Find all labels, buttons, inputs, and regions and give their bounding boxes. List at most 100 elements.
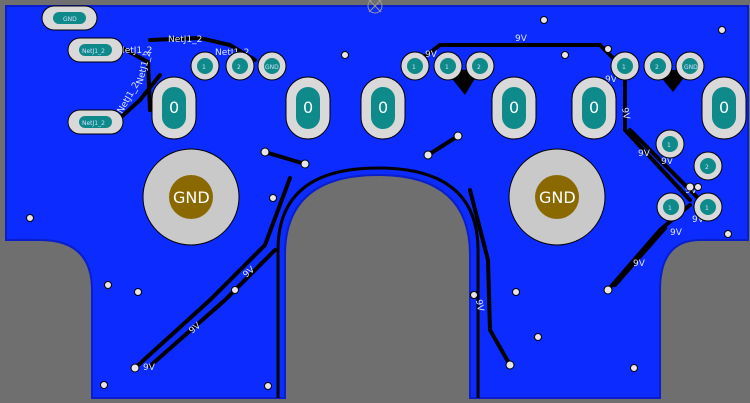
via[interactable] [264, 382, 272, 390]
via[interactable] [453, 131, 463, 141]
net-label-9v: 9V [425, 50, 438, 60]
net-label-9v: 9V [605, 75, 618, 85]
via[interactable] [100, 381, 108, 389]
pad-label: 2 [477, 64, 481, 71]
pad-label: 1 [202, 64, 206, 71]
round-pad-inner [197, 58, 213, 74]
via[interactable] [260, 147, 270, 157]
net-label-9v: 9V [692, 215, 705, 225]
pad-label: NetJ1_2 [82, 48, 105, 55]
pad-label: 2 [655, 64, 659, 71]
gnd-mount-core [535, 175, 579, 219]
via[interactable] [269, 194, 277, 202]
pad-label: NetJ1_2 [82, 120, 105, 127]
round-pad-inner [700, 158, 716, 174]
via[interactable] [505, 360, 515, 370]
via[interactable] [685, 182, 695, 192]
via[interactable] [540, 16, 548, 24]
via[interactable] [26, 214, 34, 222]
via[interactable] [718, 26, 726, 34]
round-pads-right[interactable]: 1 1 2 1 2 GND [400, 51, 705, 95]
oblong-pad-inner [296, 87, 320, 129]
via[interactable] [603, 285, 613, 295]
net-label-9v: 9V [473, 299, 485, 313]
via[interactable] [423, 150, 433, 160]
round-pad-inner [650, 58, 666, 74]
round-pads-left[interactable]: 1 2 GND [190, 51, 287, 81]
round-pads-side[interactable]: 1 2 1 1 [655, 129, 723, 222]
oblong-pad-inner [582, 87, 606, 129]
pad-value: 0 [719, 98, 729, 117]
net-label-9v: 9V [515, 34, 528, 44]
via[interactable] [341, 51, 349, 59]
pad-label: 1 [622, 64, 626, 71]
net-label: NetJ1_2 [215, 48, 249, 58]
pad-value: 0 [378, 98, 388, 117]
net-label-9v: 9V [633, 259, 646, 269]
pad-value: 0 [509, 98, 519, 117]
pill-pads[interactable]: GND NetJ1_2 NetJ1_2 [41, 5, 124, 135]
via[interactable] [470, 291, 478, 299]
round-pad-inner [407, 58, 423, 74]
net-label-9v: 9V [143, 363, 156, 373]
via[interactable] [300, 159, 310, 169]
round-pad-inner [472, 58, 488, 74]
via[interactable] [694, 183, 702, 191]
round-pad-inner [232, 58, 248, 74]
net-label: NetJ1_2 [168, 35, 202, 45]
pad-label: 1 [668, 205, 672, 212]
round-pad-inner [700, 199, 716, 215]
pad-label: 1 [705, 205, 709, 212]
pill-pad-inner [53, 12, 86, 24]
oblong-pad-inner [502, 87, 526, 129]
net-label: NetJ1_2 [118, 46, 152, 56]
cutout-clearance [276, 166, 480, 398]
pad-label: 2 [705, 164, 709, 171]
via[interactable] [630, 364, 638, 372]
oblong-pads[interactable]: 0 0 0 0 0 0 [151, 76, 747, 140]
round-pad-inner [662, 136, 678, 152]
round-pad-inner [440, 58, 456, 74]
via[interactable] [512, 288, 520, 296]
gnd-mount-pads[interactable]: GND GND [142, 148, 606, 246]
pill-pad-inner [79, 44, 112, 56]
via[interactable] [130, 363, 140, 373]
pad-label: GND [684, 64, 698, 71]
via[interactable] [534, 333, 542, 341]
oblong-pad-inner [712, 87, 736, 129]
vias[interactable] [26, 16, 732, 390]
round-pad-inner [264, 58, 280, 74]
pad-label: 1 [412, 64, 416, 71]
net-label-9v: 9V [638, 149, 651, 159]
pill-pad-inner [79, 116, 112, 128]
round-pad-inner [682, 58, 698, 74]
gnd-label: GND [539, 188, 576, 207]
round-pad-inner [663, 199, 679, 215]
via[interactable] [231, 286, 239, 294]
pad-label: 1 [445, 64, 449, 71]
gnd-label: GND [173, 188, 210, 207]
via[interactable] [604, 45, 612, 53]
via[interactable] [134, 288, 142, 296]
origin-marker-icon [367, 0, 383, 14]
pad-label: 2 [237, 64, 241, 71]
pad-value: 0 [303, 98, 313, 117]
round-pad-inner [617, 58, 633, 74]
net-label-9v: 9V [661, 157, 674, 167]
net-label-9v: 9V [619, 107, 631, 121]
oblong-pad-inner [371, 87, 395, 129]
pad-label: GND [63, 16, 77, 23]
gnd-mount-core [169, 175, 213, 219]
pad-label: 1 [667, 142, 671, 149]
via[interactable] [561, 51, 569, 59]
via[interactable] [104, 281, 112, 289]
oblong-pad-inner [162, 87, 186, 129]
net-label-9v: 9V [670, 228, 683, 238]
pad-value: 0 [589, 98, 599, 117]
pad-label: GND [265, 64, 279, 71]
pad-value: 0 [169, 98, 179, 117]
trace-layer [116, 35, 702, 370]
via[interactable] [724, 230, 732, 238]
